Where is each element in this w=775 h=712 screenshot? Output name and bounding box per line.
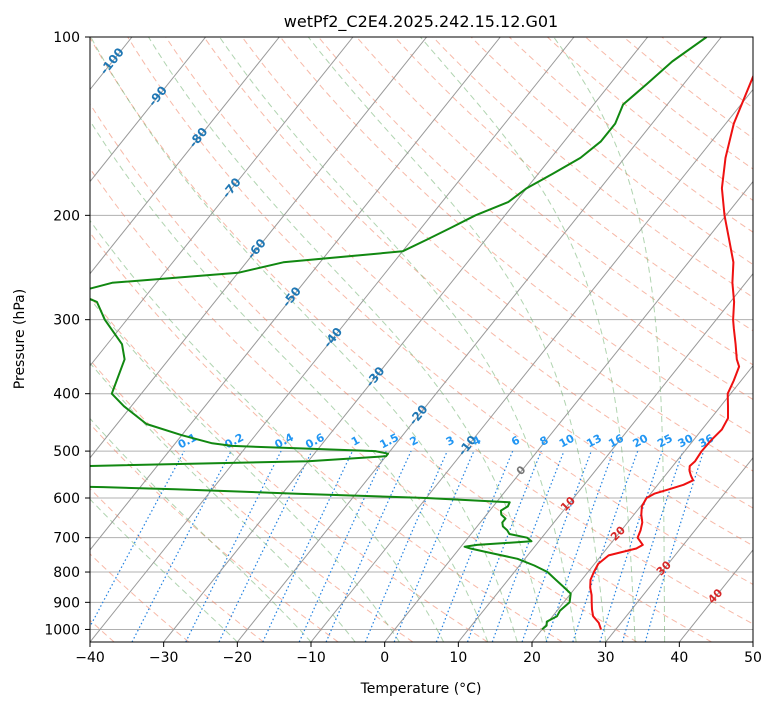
y-tick-label: 300 bbox=[53, 313, 80, 329]
y-tick-label: 800 bbox=[53, 565, 80, 581]
y-tick-label: 700 bbox=[53, 531, 80, 547]
y-tick-label: 600 bbox=[53, 491, 80, 507]
chart-title: wetPf2_C2E4.2025.242.15.12.G01 bbox=[284, 12, 558, 32]
x-tick-label: −20 bbox=[223, 650, 253, 666]
x-tick-label: −10 bbox=[296, 650, 326, 666]
x-tick-label: −30 bbox=[149, 650, 179, 666]
x-axis-label: Temperature (°C) bbox=[360, 681, 482, 697]
x-tick-label: 10 bbox=[449, 650, 467, 666]
y-tick-label: 400 bbox=[53, 387, 80, 403]
y-axis-label: Pressure (hPa) bbox=[12, 289, 28, 389]
x-tick-label: 50 bbox=[744, 650, 762, 666]
y-tick-label: 100 bbox=[53, 30, 80, 46]
x-tick-label: 0 bbox=[380, 650, 389, 666]
x-tick-label: 40 bbox=[670, 650, 688, 666]
y-tick-label: 1000 bbox=[44, 622, 80, 638]
x-tick-label: 20 bbox=[523, 650, 541, 666]
y-tick-label: 200 bbox=[53, 208, 80, 224]
y-tick-label: 900 bbox=[53, 595, 80, 611]
x-tick-label: −40 bbox=[75, 650, 105, 666]
x-tick-label: 30 bbox=[597, 650, 615, 666]
y-tick-label: 500 bbox=[53, 444, 80, 460]
